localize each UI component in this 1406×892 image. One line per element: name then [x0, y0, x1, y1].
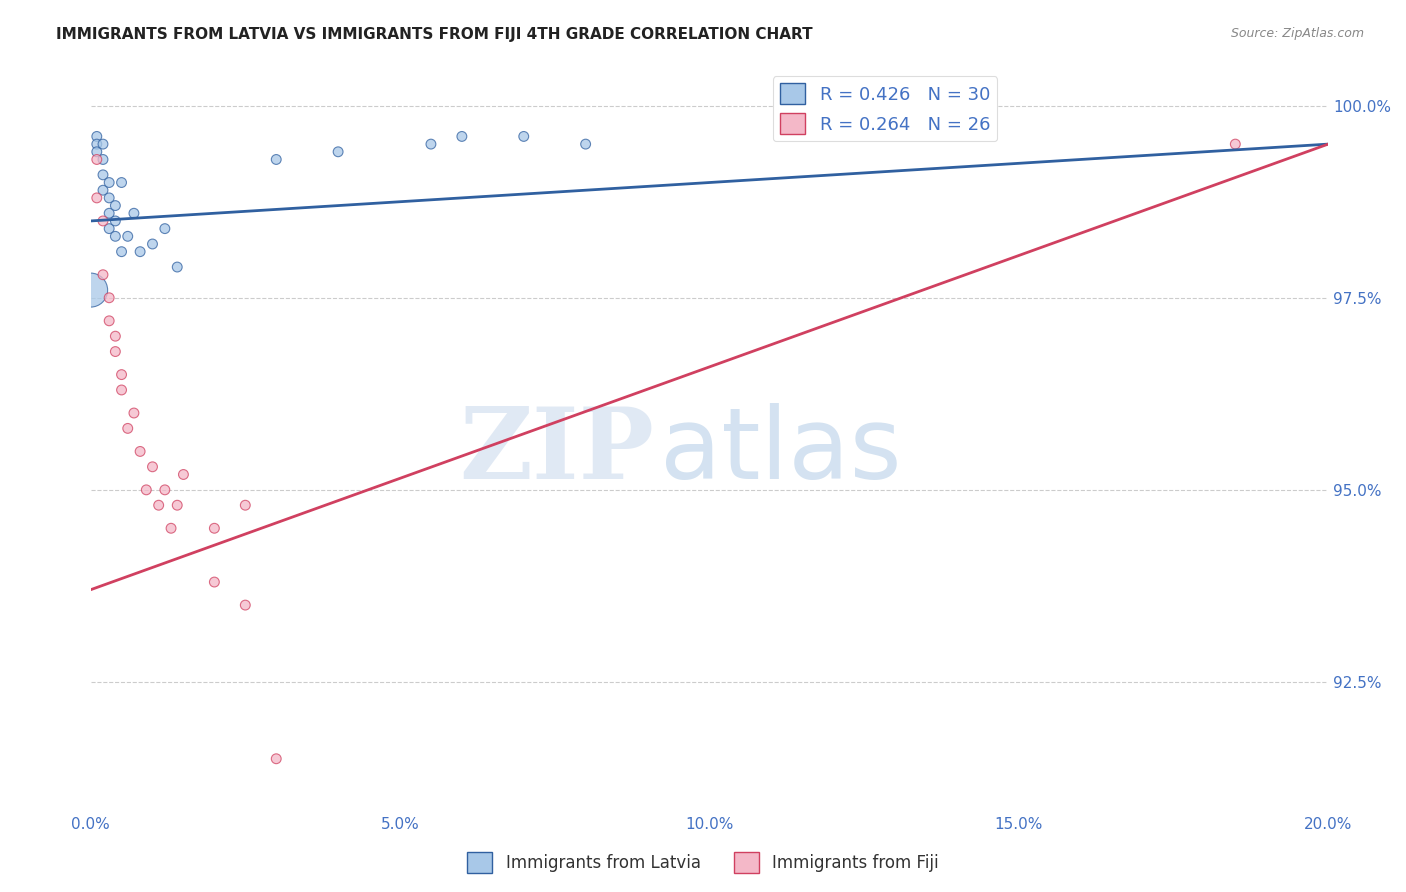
Point	[86, 191, 108, 205]
Point	[104, 344, 127, 359]
Point	[98, 291, 121, 305]
Point	[122, 406, 145, 420]
Point	[575, 137, 598, 152]
Point	[110, 368, 132, 382]
Point	[98, 191, 121, 205]
Point	[166, 260, 188, 274]
Point	[110, 244, 132, 259]
Point	[264, 153, 287, 167]
Text: IMMIGRANTS FROM LATVIA VS IMMIGRANTS FROM FIJI 4TH GRADE CORRELATION CHART: IMMIGRANTS FROM LATVIA VS IMMIGRANTS FRO…	[56, 27, 813, 42]
Text: Source: ZipAtlas.com: Source: ZipAtlas.com	[1230, 27, 1364, 40]
Point	[419, 137, 441, 152]
Text: atlas: atlas	[659, 402, 901, 500]
Point	[91, 268, 114, 282]
Point	[86, 137, 108, 152]
Point	[104, 214, 127, 228]
Point	[129, 244, 152, 259]
Point	[141, 237, 163, 252]
Point	[104, 198, 127, 212]
Point	[166, 498, 188, 512]
Point	[915, 121, 938, 136]
Point	[326, 145, 349, 159]
Point	[104, 329, 127, 343]
Point	[98, 206, 121, 220]
Point	[110, 176, 132, 190]
Point	[451, 129, 474, 144]
Point	[264, 752, 287, 766]
Point	[122, 206, 145, 220]
Point	[513, 129, 536, 144]
Point	[98, 314, 121, 328]
Point	[160, 521, 183, 535]
Point	[86, 129, 108, 144]
Point	[110, 383, 132, 397]
Text: ZIP: ZIP	[458, 402, 654, 500]
Point	[91, 137, 114, 152]
Point	[117, 421, 139, 435]
Point	[172, 467, 194, 482]
Point	[91, 183, 114, 197]
Point	[141, 459, 163, 474]
Point	[117, 229, 139, 244]
Point	[129, 444, 152, 458]
Point	[202, 575, 225, 590]
Point	[135, 483, 157, 497]
Legend: Immigrants from Latvia, Immigrants from Fiji: Immigrants from Latvia, Immigrants from …	[461, 846, 945, 880]
Point	[153, 483, 176, 497]
Point	[86, 153, 108, 167]
Point	[233, 598, 256, 612]
Point	[202, 521, 225, 535]
Point	[233, 498, 256, 512]
Point	[86, 145, 108, 159]
Point	[98, 176, 121, 190]
Legend: R = 0.426   N = 30, R = 0.264   N = 26: R = 0.426 N = 30, R = 0.264 N = 26	[773, 76, 997, 141]
Point	[1225, 137, 1247, 152]
Point	[91, 153, 114, 167]
Point	[104, 229, 127, 244]
Point	[98, 221, 121, 235]
Point	[153, 221, 176, 235]
Point	[91, 214, 114, 228]
Point	[79, 283, 101, 297]
Point	[91, 168, 114, 182]
Point	[148, 498, 170, 512]
